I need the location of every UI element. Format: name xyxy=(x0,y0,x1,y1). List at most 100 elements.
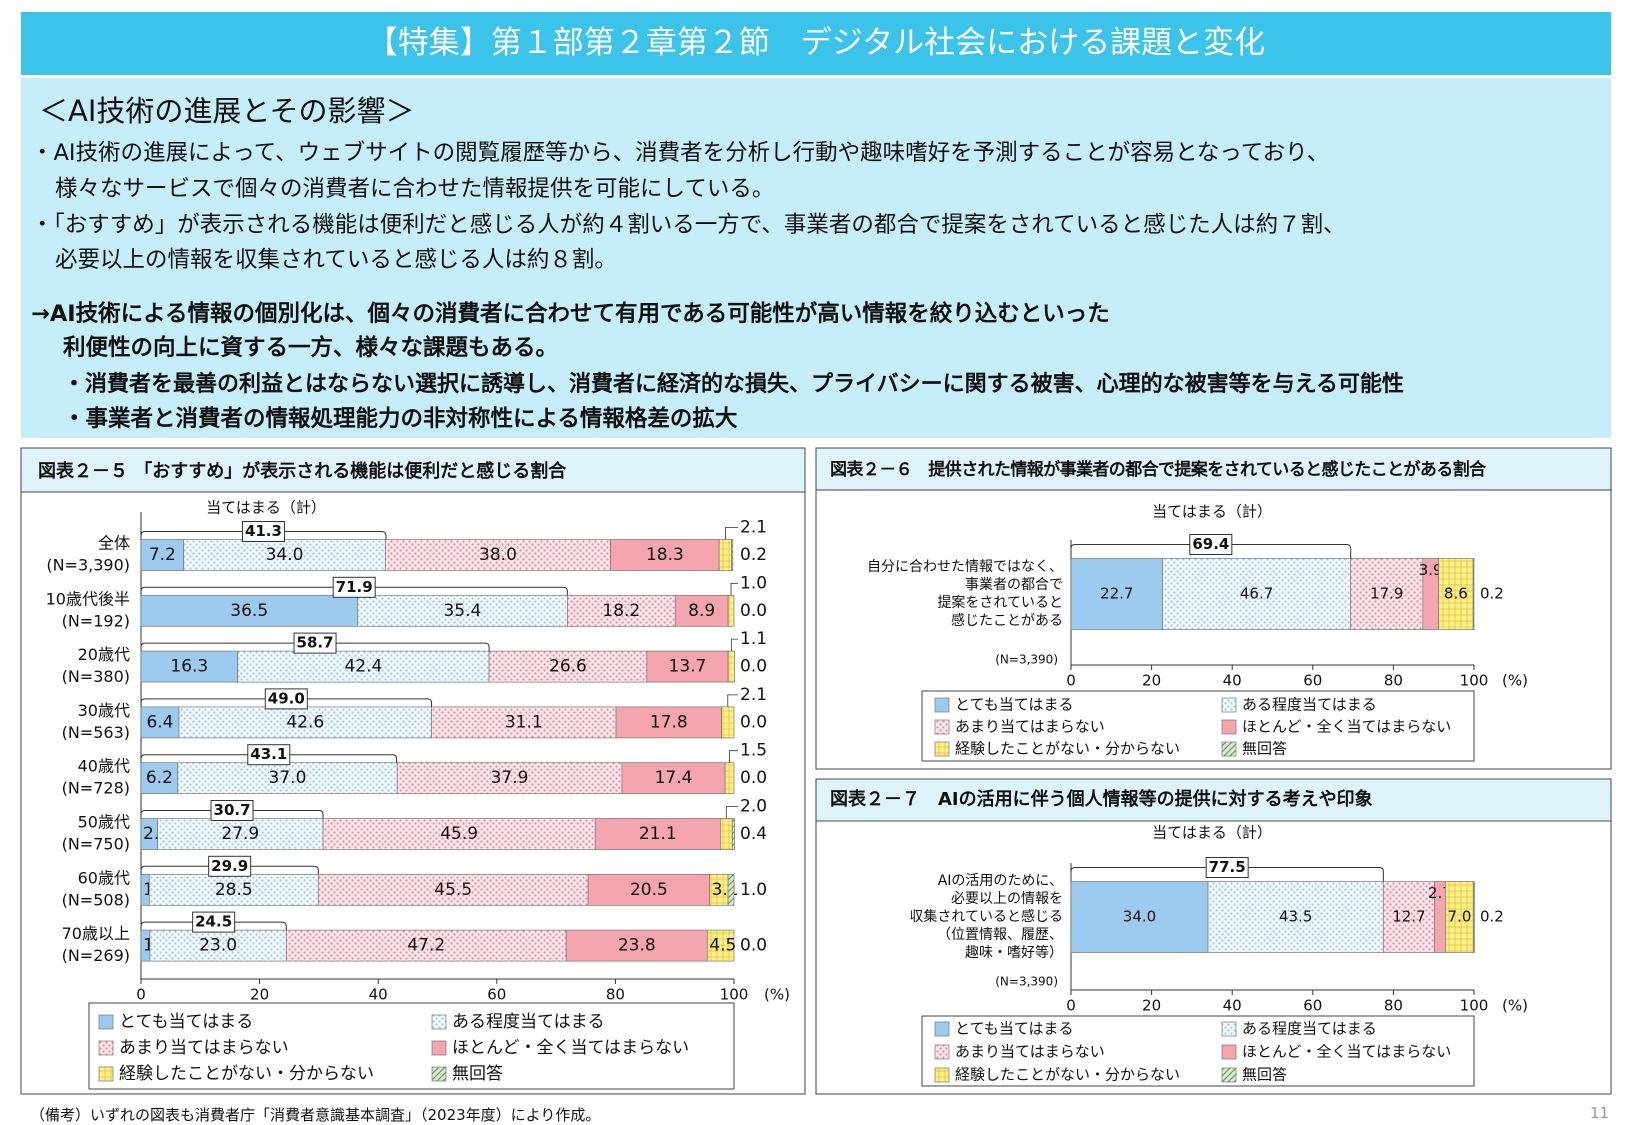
total-bracket xyxy=(140,586,568,596)
bar-segment xyxy=(149,929,287,962)
total-bracket xyxy=(1070,867,1384,882)
category-label: AIの活用のために、 必要以上の情報を 収集されていると感じる （位置情報、履歴… xyxy=(909,873,1063,961)
bar-segment xyxy=(615,706,722,739)
legend-swatch xyxy=(934,697,950,713)
value-label: 1.0 xyxy=(740,880,767,900)
value-label: 20.5 xyxy=(630,880,668,900)
value-label: 31.1 xyxy=(505,712,543,732)
value-label: 47.2 xyxy=(407,936,445,956)
value-label: 2.7 xyxy=(1428,884,1452,902)
bar-segment xyxy=(1438,558,1474,630)
legend-label: 経験したことがない・分からない xyxy=(119,1064,374,1084)
legend-box xyxy=(921,1015,1475,1087)
page-title: 【特集】第１部第２章第２節 デジタル社会における課題と変化 xyxy=(21,12,1611,75)
value-label: 34.0 xyxy=(266,545,304,565)
total-box xyxy=(208,855,252,877)
total-label: 41.3 xyxy=(245,522,282,540)
bar-segment xyxy=(731,818,735,850)
value-label: 7.2 xyxy=(149,545,176,565)
value-label: 2.1 xyxy=(740,685,767,705)
bar-segment xyxy=(148,873,319,906)
bullet-line: ・AI技術の進展によって、ウェブサイトの閲覧履歴等から、消費者を分析し行動や趣味… xyxy=(31,140,1330,166)
total-bracket xyxy=(140,642,490,652)
value-label: 0.4 xyxy=(740,824,767,844)
value-label: 18.2 xyxy=(602,601,640,621)
value-label: 4.5 xyxy=(709,936,736,956)
value-label: 1.0 xyxy=(740,573,767,593)
legend-label: とても当てはまる xyxy=(119,1012,253,1032)
category-note: (N=750) xyxy=(62,835,130,854)
total-label: 58.7 xyxy=(297,634,334,652)
legend-swatch xyxy=(98,1040,114,1056)
bullet-line: 様々なサービスで個々の消費者に合わせた情報提供を可能にしている。 xyxy=(55,176,775,202)
panel-header xyxy=(815,447,1612,491)
bar-segment xyxy=(621,762,726,795)
bar-segment xyxy=(396,762,623,795)
bar-segment xyxy=(140,762,179,795)
total-bracket xyxy=(140,865,319,875)
x-tick-label: 80 xyxy=(1384,672,1403,690)
value-label: 34.0 xyxy=(1123,908,1156,926)
bar-segment xyxy=(1350,558,1424,630)
conclusion-line: 利便性の向上に資する一方、様々な課題もある。 xyxy=(63,335,559,361)
total-box xyxy=(210,800,254,821)
summary-heading: ＜AI技術の進展とその影響＞ xyxy=(39,94,415,128)
label-leader xyxy=(725,806,738,819)
value-label: 0.2 xyxy=(740,545,767,565)
bar-segment xyxy=(646,650,729,683)
total-label: 69.4 xyxy=(1192,535,1229,553)
value-label: 21.1 xyxy=(639,824,677,844)
bar-segment xyxy=(140,650,239,683)
bar-segment xyxy=(721,706,735,739)
category-label: 自分に合わせた情報ではなく、 事業者の都合で 提案をされていると 感じたことがあ… xyxy=(867,559,1063,629)
bar-segment xyxy=(1445,881,1474,953)
bar-segment xyxy=(1473,881,1475,953)
conclusion-line: →AI技術による情報の個別化は、個々の消費者に合わせて有用である可能性が高い情報… xyxy=(31,301,1110,327)
value-label: 1.4 xyxy=(143,880,170,900)
x-tick-label: 60 xyxy=(1303,672,1322,690)
chart-subtitle: 当てはまる（計） xyxy=(1152,824,1272,842)
total-box xyxy=(1189,534,1233,555)
legend-label: とても当てはまる xyxy=(955,696,1074,714)
legend-label: 無回答 xyxy=(452,1064,503,1084)
x-tick-label: 0 xyxy=(1066,672,1076,690)
bar-segment xyxy=(177,762,398,795)
total-label: 29.9 xyxy=(211,857,248,875)
legend-label: ほとんど・全く当てはまらない xyxy=(1242,1043,1451,1061)
category-note: (N=3,390) xyxy=(46,556,130,575)
value-label: 0.0 xyxy=(740,601,767,621)
total-bracket xyxy=(140,531,387,540)
bar-segment xyxy=(565,929,708,962)
category-note: (N=192) xyxy=(62,611,130,630)
chart-title: 図表２－５ 「おすすめ」が表示される機能は便利だと感じる割合 xyxy=(38,460,567,482)
bar-segment xyxy=(1070,881,1209,953)
value-label: 26.6 xyxy=(549,657,587,677)
value-label: 0.2 xyxy=(1480,908,1504,926)
bar-segment xyxy=(1434,881,1446,953)
panel-header xyxy=(815,778,1612,822)
value-label: 7.0 xyxy=(1448,908,1472,926)
legend-label: とても当てはまる xyxy=(955,1020,1074,1038)
bar-segment xyxy=(720,818,733,850)
total-box xyxy=(293,632,337,654)
category-label: 40歳代 xyxy=(78,757,130,776)
x-tick-label: 60 xyxy=(1303,997,1322,1015)
value-label: 0.0 xyxy=(740,657,767,677)
x-tick-label: 40 xyxy=(1223,672,1242,690)
total-box xyxy=(1205,857,1249,878)
value-label: 1.5 xyxy=(740,741,767,761)
value-label: 42.4 xyxy=(344,657,382,677)
category-label: 20歳代 xyxy=(78,645,130,664)
legend-label: あまり当てはまらない xyxy=(119,1038,289,1058)
label-leader xyxy=(725,527,738,540)
x-tick-label: 0 xyxy=(1066,997,1076,1015)
legend-swatch xyxy=(98,1014,114,1030)
total-label: 49.0 xyxy=(268,689,305,707)
value-label: 17.9 xyxy=(1370,585,1403,603)
total-box xyxy=(241,521,285,542)
category-label: 全体 xyxy=(98,534,130,553)
x-tick-label: 40 xyxy=(1223,997,1242,1015)
value-label: 45.5 xyxy=(434,880,472,900)
total-bracket xyxy=(1070,544,1352,559)
bar-segment xyxy=(285,929,567,962)
